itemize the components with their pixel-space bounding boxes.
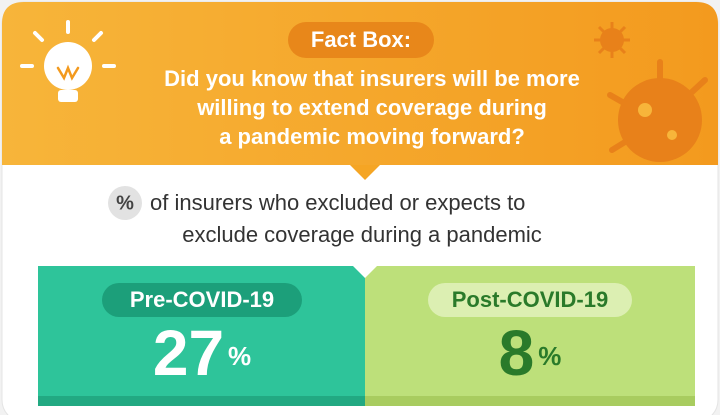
label-pill [288,22,434,58]
value: 8 [499,317,535,389]
pointer [350,165,380,180]
virus-icon [594,22,708,162]
panel-stripe [38,396,365,406]
question-line: a pandemic moving forward? [219,124,525,149]
pill [428,283,632,317]
value: 27 [153,317,224,389]
subtitle-line: of insurers who excluded or expects to [150,190,525,215]
badge-text: % [116,192,134,214]
header-label: Fact Box: [311,27,411,52]
unit: % [228,341,251,371]
badge [108,186,142,220]
unit: % [538,341,561,371]
panel-label: Post-COVID-19 [452,287,608,312]
panel-label: Pre-COVID-19 [130,287,274,312]
bulb-icon [20,20,116,102]
pill [102,283,302,317]
panel-stripe [365,396,695,406]
question-line: willing to extend coverage during [196,95,547,120]
question-line: Did you know that insurers will be more [164,66,580,91]
panel-value: 8% [499,317,562,389]
notch [353,266,377,278]
panel-value: 27% [153,317,251,389]
header-band [2,2,718,165]
subtitle-line: exclude coverage during a pandemic [182,222,542,247]
